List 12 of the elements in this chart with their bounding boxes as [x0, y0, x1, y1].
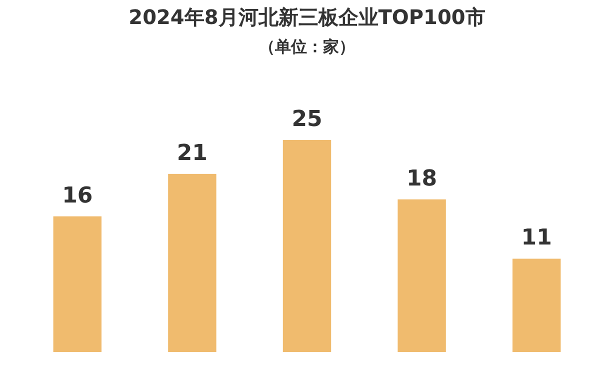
data-label: 18	[406, 166, 438, 192]
bar	[512, 258, 561, 352]
bar	[168, 174, 216, 352]
bar	[53, 216, 102, 352]
data-label: 25	[292, 107, 322, 132]
data-label: 16	[62, 183, 93, 208]
bar	[282, 140, 332, 352]
chart-subtitle: （单位：家）	[259, 37, 355, 56]
data-label: 11	[521, 226, 552, 251]
data-label: 21	[176, 140, 208, 166]
chart-title: 2024年8月河北新三板企业TOP100市	[128, 5, 486, 29]
bar	[398, 199, 446, 352]
